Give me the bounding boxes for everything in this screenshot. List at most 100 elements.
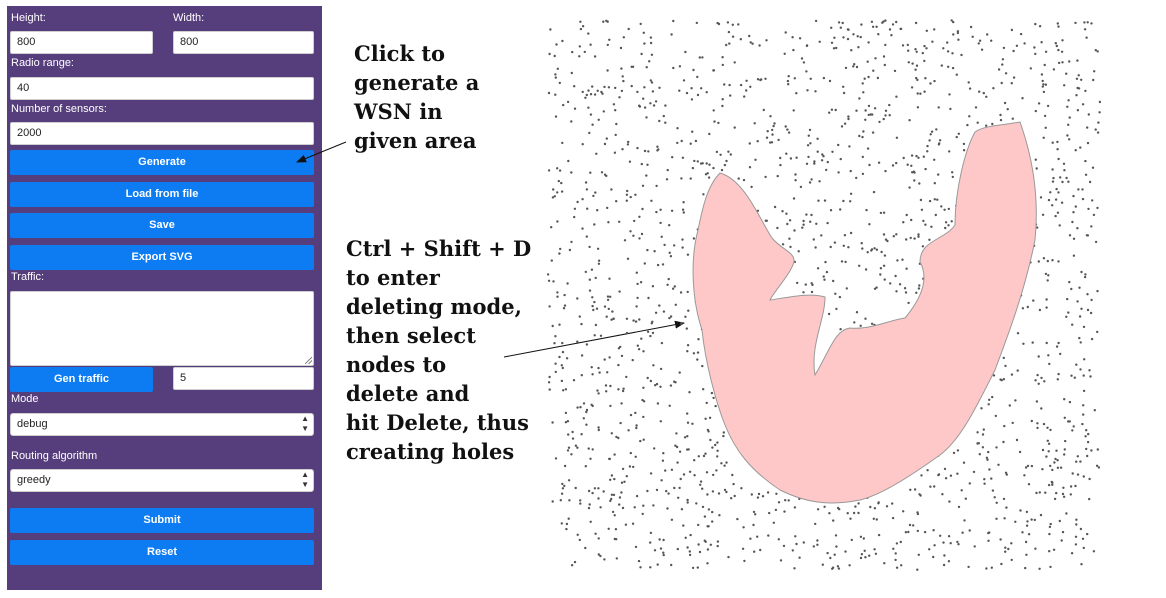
sensor-node[interactable] (895, 290, 898, 293)
sensor-node[interactable] (864, 556, 867, 559)
sensor-node[interactable] (706, 548, 710, 551)
sensor-node[interactable] (1003, 517, 1006, 520)
sensor-node[interactable] (594, 191, 597, 194)
sensor-node[interactable] (1024, 466, 1028, 469)
sensor-node[interactable] (629, 230, 632, 233)
sensor-node[interactable] (988, 398, 991, 401)
sensor-node[interactable] (605, 19, 608, 22)
sensor-node[interactable] (930, 130, 934, 133)
sensor-node[interactable] (591, 296, 594, 299)
sensor-node[interactable] (585, 93, 588, 97)
sensor-node[interactable] (597, 537, 600, 540)
sensor-node[interactable] (599, 506, 602, 509)
sensor-node[interactable] (1010, 28, 1014, 32)
sensor-node[interactable] (1058, 519, 1061, 523)
sensor-node[interactable] (619, 421, 622, 425)
sensor-node[interactable] (917, 553, 920, 556)
sensor-node[interactable] (720, 168, 724, 172)
sensor-node[interactable] (619, 46, 623, 50)
sensor-node[interactable] (611, 510, 615, 514)
sensor-node[interactable] (837, 21, 841, 24)
sensor-node[interactable] (1081, 422, 1084, 426)
sensor-node[interactable] (930, 225, 933, 228)
sensor-node[interactable] (1054, 42, 1057, 45)
sensor-node[interactable] (1041, 468, 1044, 471)
sensor-node[interactable] (693, 459, 696, 462)
sensor-node[interactable] (576, 340, 579, 343)
sensor-node[interactable] (859, 324, 862, 327)
sensor-node[interactable] (813, 162, 816, 165)
sensor-node[interactable] (873, 548, 876, 551)
sensor-node[interactable] (1086, 440, 1090, 444)
sensor-node[interactable] (653, 549, 657, 552)
sensor-node[interactable] (660, 341, 664, 345)
sensor-node[interactable] (656, 263, 660, 267)
sensor-node[interactable] (684, 536, 687, 539)
sensor-node[interactable] (1000, 81, 1003, 85)
sensor-node[interactable] (615, 557, 618, 560)
sensor-node[interactable] (631, 358, 634, 362)
sensor-node[interactable] (884, 169, 887, 173)
sensor-node[interactable] (990, 566, 993, 569)
sensor-node[interactable] (842, 199, 845, 203)
sensor-node[interactable] (596, 247, 600, 250)
sensor-node[interactable] (558, 252, 561, 255)
sensor-node[interactable] (950, 19, 953, 22)
sensor-node[interactable] (627, 27, 630, 31)
sensor-node[interactable] (957, 38, 960, 41)
sensor-node[interactable] (802, 541, 805, 544)
sensor-node[interactable] (920, 208, 924, 211)
sensor-node[interactable] (556, 295, 559, 298)
sensor-node[interactable] (849, 169, 852, 173)
sensor-node[interactable] (553, 195, 556, 198)
sensor-node[interactable] (973, 545, 976, 548)
sensor-node[interactable] (588, 289, 592, 292)
sensor-node[interactable] (986, 33, 989, 36)
sensor-node[interactable] (625, 331, 629, 335)
sensor-node[interactable] (822, 76, 826, 80)
sensor-node[interactable] (563, 293, 566, 297)
sensor-node[interactable] (579, 502, 582, 505)
sensor-node[interactable] (874, 57, 877, 60)
sensor-node[interactable] (576, 446, 579, 449)
sensor-node[interactable] (739, 38, 742, 41)
sensor-node[interactable] (1071, 220, 1074, 224)
sensor-node[interactable] (640, 162, 643, 166)
sensor-node[interactable] (580, 322, 583, 326)
sensor-node[interactable] (626, 257, 630, 260)
sensor-node[interactable] (879, 267, 883, 270)
sensor-node[interactable] (602, 20, 605, 23)
sensor-node[interactable] (610, 318, 613, 321)
sensor-node[interactable] (1002, 497, 1006, 501)
sensor-node[interactable] (646, 489, 649, 493)
sensor-node[interactable] (982, 91, 985, 95)
sensor-node[interactable] (554, 76, 557, 79)
sensor-node[interactable] (879, 273, 882, 276)
sensor-node[interactable] (708, 163, 711, 166)
sensor-node[interactable] (847, 246, 850, 249)
sensor-node[interactable] (1047, 442, 1051, 445)
sensor-node[interactable] (712, 166, 715, 170)
sensor-node[interactable] (642, 350, 645, 353)
sensor-node[interactable] (983, 482, 986, 485)
sensor-node[interactable] (872, 69, 875, 72)
sensor-node[interactable] (966, 123, 969, 127)
sensor-node[interactable] (823, 505, 826, 508)
sensor-node[interactable] (1080, 78, 1083, 82)
sensor-node[interactable] (1054, 457, 1057, 461)
sensor-node[interactable] (928, 199, 932, 203)
sensor-node[interactable] (618, 503, 621, 506)
sensor-node[interactable] (957, 543, 960, 546)
sensor-node[interactable] (814, 246, 817, 249)
sensor-node[interactable] (686, 501, 689, 504)
sensor-node[interactable] (866, 60, 869, 63)
sensor-node[interactable] (748, 142, 751, 145)
sensor-node[interactable] (597, 262, 601, 265)
sensor-node[interactable] (668, 251, 671, 254)
sensor-node[interactable] (656, 402, 660, 405)
sensor-node[interactable] (1090, 449, 1093, 452)
sensor-node[interactable] (997, 68, 1001, 71)
sensor-node[interactable] (652, 504, 655, 507)
sensor-node[interactable] (1086, 454, 1089, 458)
sensor-node[interactable] (785, 152, 788, 155)
